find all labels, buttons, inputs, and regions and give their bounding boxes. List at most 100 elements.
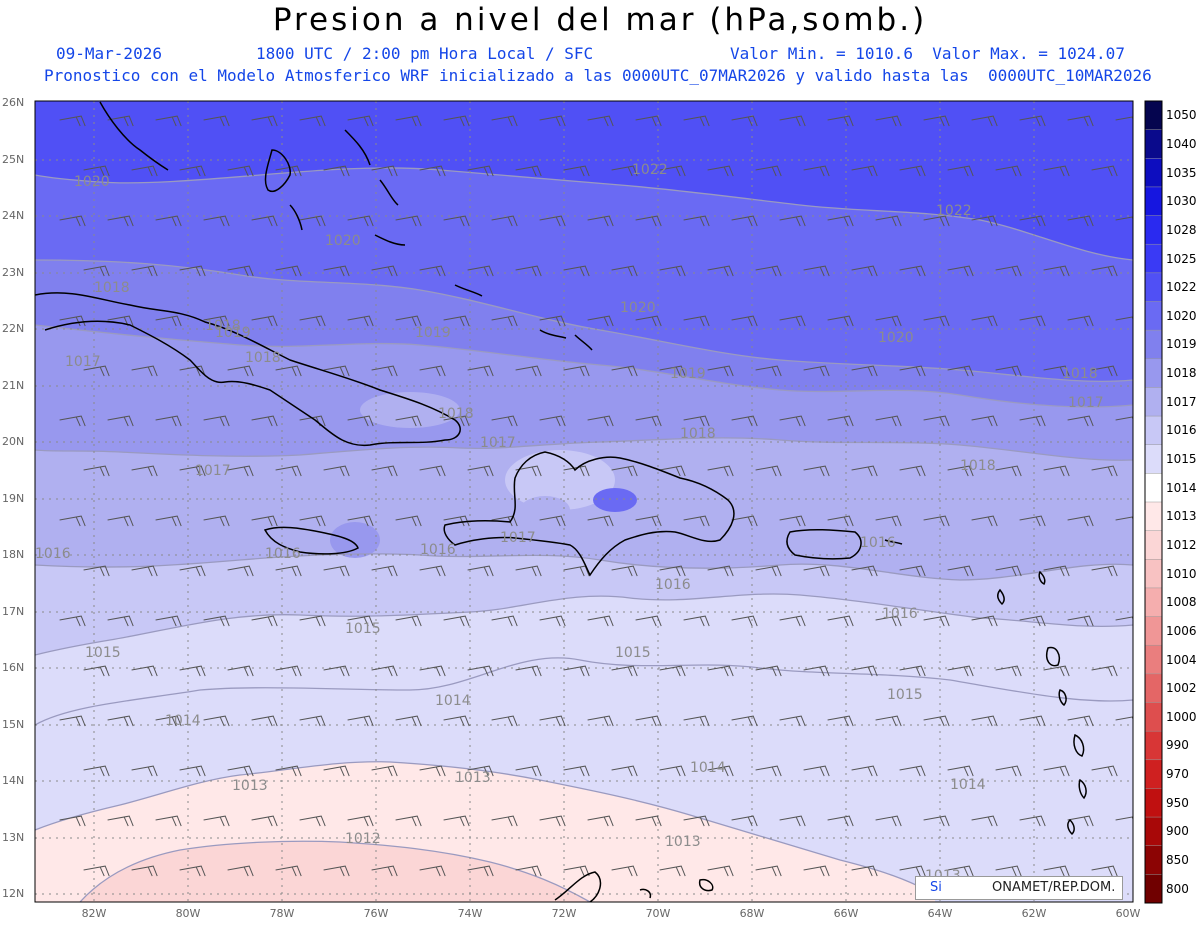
wind-barb	[923, 315, 950, 327]
turks-caicos-east	[574, 334, 593, 351]
wind-barb	[899, 165, 926, 177]
colorbar-label: 1002	[1166, 681, 1197, 696]
wind-barb	[515, 865, 542, 877]
wind-barb	[803, 865, 830, 877]
wind-barb	[683, 115, 710, 127]
colorbar-swatch	[1145, 759, 1162, 789]
wind-barb	[971, 715, 998, 727]
wind-barb	[1067, 615, 1094, 627]
turks-caicos	[539, 329, 567, 339]
colorbar-swatch	[1145, 444, 1162, 474]
lon-label: 68W	[739, 907, 765, 920]
wind-barb	[563, 265, 590, 277]
wind-barb	[59, 315, 86, 327]
wind-barb	[83, 665, 110, 677]
wind-barb	[1043, 565, 1070, 577]
wind-barb	[467, 465, 494, 477]
lon-label: 76W	[363, 907, 389, 920]
model-run-info: Pronostico con el Modelo Atmosferico WRF…	[44, 66, 1152, 85]
wind-barb	[875, 815, 902, 827]
guadeloupe	[1046, 646, 1060, 667]
lon-label: 82W	[81, 907, 107, 920]
wind-barb	[347, 515, 374, 527]
wind-barb	[899, 365, 926, 377]
wind-barb	[611, 565, 638, 577]
wind-barb	[587, 415, 614, 427]
wind-barb	[515, 365, 542, 377]
wind-barb	[1067, 715, 1094, 727]
wind-barb	[755, 165, 782, 177]
colorbar-label: 1035	[1166, 165, 1197, 180]
lat-label: 13N	[2, 831, 25, 844]
wind-barb	[1043, 365, 1070, 377]
wind-barb	[971, 315, 998, 327]
colorbar-swatch	[1145, 616, 1162, 646]
forecast-time: 1800 UTC / 2:00 pm Hora Local / SFC	[256, 44, 594, 63]
wind-barb	[203, 115, 230, 127]
credit-organization: ONAMET/REP.DOM.	[992, 880, 1116, 895]
wind-barb	[683, 215, 710, 227]
wind-barb	[539, 815, 566, 827]
wind-barb	[803, 365, 830, 377]
wind-barb	[587, 515, 614, 527]
colorbar-label: 1017	[1166, 394, 1197, 409]
wind-barb	[611, 265, 638, 277]
wind-barb	[611, 765, 638, 777]
wind-barb	[1043, 765, 1070, 777]
wind-barb	[203, 215, 230, 227]
contour-label: 1014	[165, 713, 201, 729]
wind-barb	[443, 315, 470, 327]
wind-barb	[203, 715, 230, 727]
wind-barb	[107, 815, 134, 827]
wind-barb	[467, 565, 494, 577]
wind-barb	[395, 615, 422, 627]
wind-barb	[203, 315, 230, 327]
wind-barb	[539, 115, 566, 127]
wind-barb	[827, 315, 854, 327]
colorbar-label: 800	[1166, 881, 1189, 896]
colorbar-label: 990	[1166, 738, 1189, 753]
wind-barb	[851, 765, 878, 777]
wind-barb	[419, 665, 446, 677]
contour-label: 1018	[1062, 366, 1098, 382]
wind-barb	[923, 215, 950, 227]
wind-barb	[419, 165, 446, 177]
wind-barb	[971, 615, 998, 627]
colorbar-swatch	[1145, 788, 1162, 818]
wind-barb	[131, 665, 158, 677]
wind-barb	[203, 615, 230, 627]
wind-barb	[779, 415, 806, 427]
wind-barb	[251, 615, 278, 627]
contour-label: 1018	[245, 350, 281, 366]
lat-label: 23N	[2, 266, 25, 279]
wind-barb	[443, 215, 470, 227]
wind-barb	[515, 665, 542, 677]
wind-barb	[587, 815, 614, 827]
wind-barb	[659, 865, 686, 877]
wind-barb	[59, 115, 86, 127]
colorbar-swatch	[1145, 874, 1162, 904]
wind-barb	[371, 565, 398, 577]
wind-barb	[155, 415, 182, 427]
wind-barb	[971, 515, 998, 527]
wind-barb	[899, 865, 926, 877]
wind-barb	[875, 415, 902, 427]
wind-barb	[395, 415, 422, 427]
wind-barb	[59, 515, 86, 527]
wind-barb	[803, 265, 830, 277]
wind-barb	[395, 515, 422, 527]
wind-barb	[155, 515, 182, 527]
colorbar-swatch	[1145, 673, 1162, 703]
lat-label: 16N	[2, 661, 25, 674]
wind-barb	[251, 115, 278, 127]
wind-barb	[491, 215, 518, 227]
wind-barb	[683, 715, 710, 727]
wind-barb	[587, 315, 614, 327]
wind-barb	[347, 415, 374, 427]
wind-barb	[587, 215, 614, 227]
wind-barb	[323, 565, 350, 577]
wind-barb	[107, 515, 134, 527]
contour-label: 1016	[882, 606, 918, 622]
wind-barb	[1067, 115, 1094, 127]
wind-barb	[707, 265, 734, 277]
